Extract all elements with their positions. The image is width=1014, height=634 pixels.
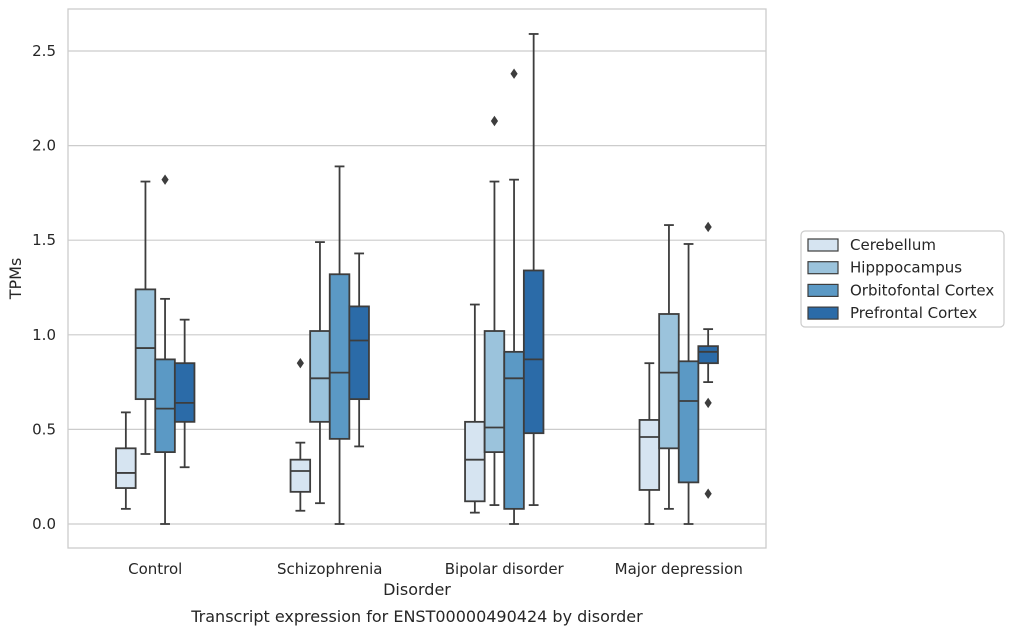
y-axis-title: TPMs — [6, 258, 25, 301]
box-prefrontal-cortex — [697, 221, 719, 499]
legend-item: Prefrontal Cortex — [807, 304, 977, 322]
outlier-point — [161, 174, 169, 185]
iqr-box — [697, 345, 719, 365]
legend-frame — [800, 230, 1005, 328]
legend-label: Cerebellum — [850, 236, 936, 254]
iqr-box — [658, 313, 680, 450]
legend: Cerebellum Hipppocampus Orbitofontal Corte… — [800, 230, 1005, 328]
y-tick-label: 2.5 — [32, 42, 56, 60]
y-tick-label: 1.0 — [32, 326, 56, 344]
y-tick-label: 1.5 — [32, 231, 56, 249]
outlier-point — [704, 397, 712, 409]
iqr-box — [522, 269, 545, 435]
iqr-box — [677, 360, 700, 484]
box-orbitofontal-cortex — [503, 68, 525, 525]
legend-label: Hipppocampus — [850, 259, 962, 277]
legend-label: Orbitofontal Cortex — [850, 281, 994, 299]
box-orbitofontal-cortex — [677, 243, 700, 525]
outlier-point — [704, 488, 712, 499]
iqr-box — [154, 358, 176, 454]
outlier-point — [704, 221, 712, 233]
box-cerebellum — [638, 362, 661, 525]
box-orbitofontal-cortex — [328, 165, 351, 525]
iqr-box — [309, 330, 331, 423]
box-prefrontal-cortex — [348, 252, 370, 448]
box-cerebellum — [464, 303, 486, 514]
figure-caption: Transcript expression for ENST0000049042… — [190, 607, 643, 626]
iqr-box — [503, 350, 525, 510]
y-tick-label: 2.0 — [32, 137, 56, 155]
y-tick-label: 0.0 — [32, 515, 56, 533]
iqr-box — [173, 362, 196, 423]
iqr-box — [464, 420, 486, 503]
iqr-box — [289, 458, 312, 493]
x-tick-label: Schizophrenia — [277, 560, 382, 578]
x-tick-labels: Control Schizophrenia Bipolar disorder Majo… — [128, 560, 743, 578]
box-hipppocampus — [658, 224, 680, 510]
iqr-box — [483, 330, 506, 454]
legend-item: Hipppocampus — [807, 259, 962, 277]
legend-swatch — [807, 238, 839, 252]
y-tick-labels: 0.0 0.5 1.0 1.5 2.0 2.5 — [32, 42, 56, 533]
iqr-box — [134, 288, 157, 401]
box-hipppocampus — [483, 115, 506, 506]
outlier-point — [490, 115, 499, 127]
plot-frame — [67, 8, 767, 549]
iqr-box — [348, 305, 370, 401]
legend-swatch — [807, 283, 839, 297]
box-cerebellum — [289, 357, 312, 512]
y-tick-label: 0.5 — [32, 420, 56, 438]
legend-swatch — [807, 306, 839, 320]
box-prefrontal-cortex — [522, 33, 545, 506]
legend-item: Cerebellum — [807, 236, 936, 254]
outlier-point — [296, 357, 304, 369]
legend-swatch — [807, 261, 839, 275]
x-tick-label: Major depression — [615, 560, 743, 578]
box-orbitofontal-cortex — [154, 174, 176, 525]
x-axis-title: Disorder — [383, 580, 451, 599]
outlier-point — [510, 68, 518, 79]
x-tick-label: Bipolar disorder — [445, 560, 565, 578]
iqr-box — [638, 419, 661, 491]
x-tick-label: Control — [128, 560, 182, 578]
legend-item: Orbitofontal Cortex — [807, 281, 994, 299]
legend-label: Prefrontal Cortex — [850, 304, 977, 322]
box-hipppocampus — [134, 180, 157, 455]
box-series — [115, 33, 719, 525]
box-prefrontal-cortex — [173, 318, 196, 469]
grid-lines — [68, 50, 766, 525]
box-hipppocampus — [309, 241, 331, 505]
box-cerebellum — [115, 411, 137, 510]
iqr-box — [115, 447, 137, 489]
iqr-box — [328, 273, 351, 440]
